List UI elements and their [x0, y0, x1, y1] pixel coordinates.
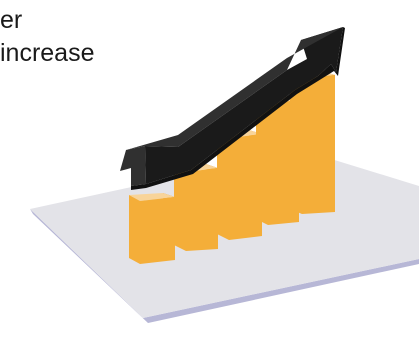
headline-text: er increase	[0, 4, 95, 70]
arrow-body	[145, 27, 343, 184]
bar-2	[174, 164, 218, 251]
arrow-top-face	[126, 27, 343, 150]
bar-5	[290, 71, 335, 214]
headline-line-2: increase	[0, 39, 95, 67]
upward-arrow-icon	[120, 27, 345, 190]
bar-chart	[129, 71, 335, 264]
bar-1	[129, 193, 175, 264]
arrow-side	[120, 146, 146, 186]
headline-line-1: er	[0, 6, 23, 34]
